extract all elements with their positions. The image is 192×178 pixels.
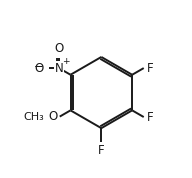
Text: +: + (62, 57, 70, 66)
Text: F: F (146, 62, 153, 75)
Text: F: F (146, 111, 153, 124)
Text: N: N (55, 62, 63, 75)
Text: −: − (33, 60, 43, 73)
Text: O: O (34, 62, 44, 75)
Text: O: O (54, 42, 64, 55)
Text: F: F (98, 144, 105, 157)
Text: CH₃: CH₃ (23, 112, 44, 122)
Text: O: O (49, 110, 58, 123)
